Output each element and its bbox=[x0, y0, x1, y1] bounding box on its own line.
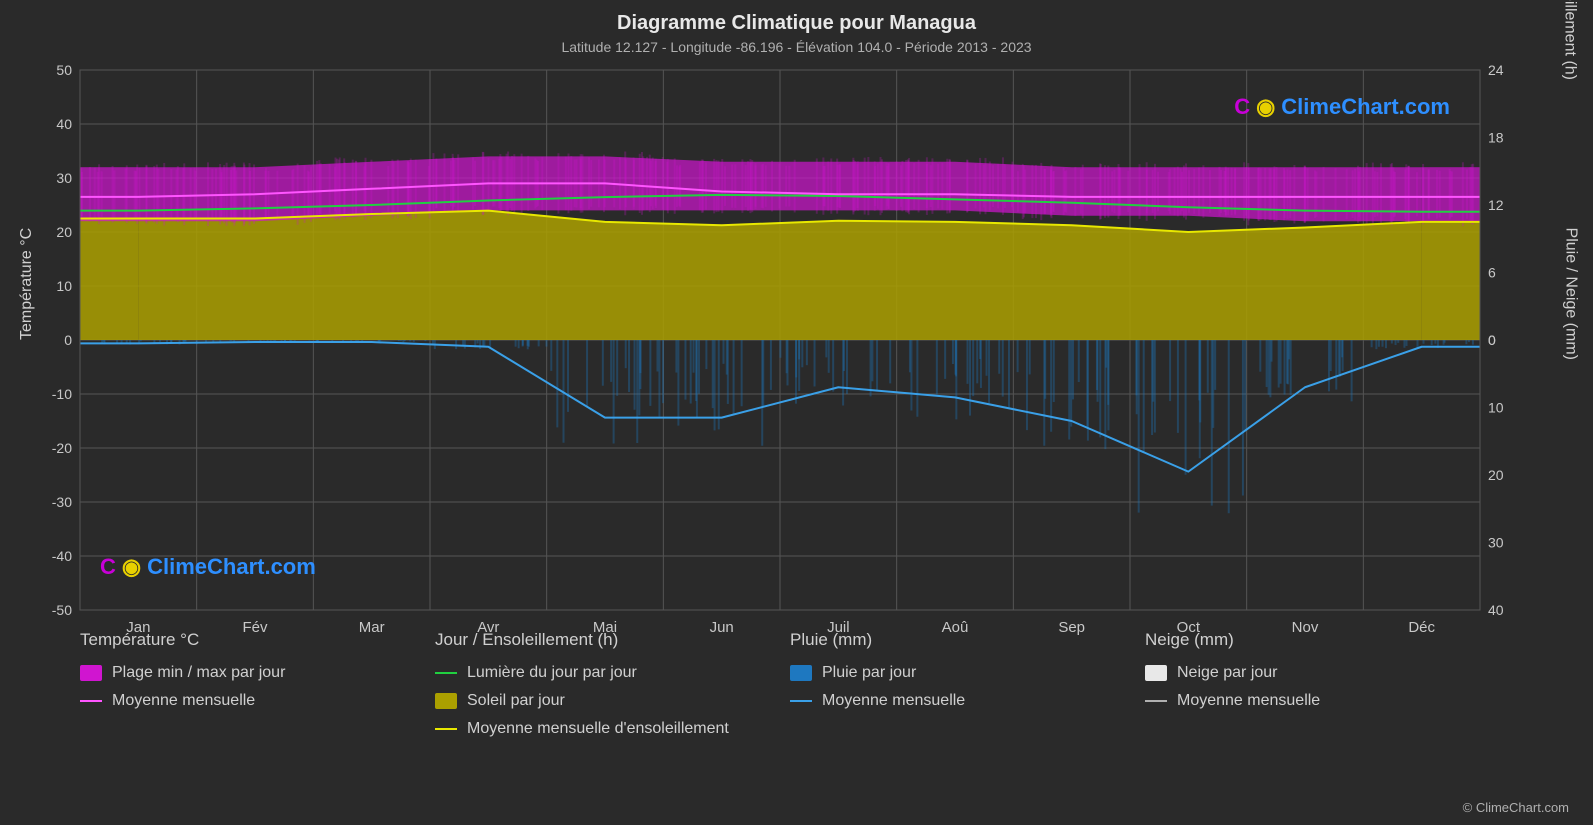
legend-label: Moyenne mensuelle bbox=[112, 692, 255, 710]
legend-item: Pluie par jour bbox=[790, 664, 1125, 682]
legend-col-temperature: Température °C Plage min / max par jour … bbox=[80, 630, 415, 738]
chart-title: Diagramme Climatique pour Managua bbox=[0, 0, 1593, 35]
legend-swatch bbox=[790, 665, 812, 681]
logo-sun-icon: ◉ bbox=[122, 554, 141, 580]
logo-text: ClimeChart.com bbox=[147, 554, 316, 580]
legend-label: Pluie par jour bbox=[822, 664, 916, 682]
svg-text:20: 20 bbox=[1488, 467, 1504, 483]
legend-swatch bbox=[435, 693, 457, 709]
logo-top-right: C◉ ClimeChart.com bbox=[1234, 94, 1450, 120]
svg-text:40: 40 bbox=[56, 116, 72, 132]
svg-text:-30: -30 bbox=[52, 494, 72, 510]
legend-label: Neige par jour bbox=[1177, 664, 1278, 682]
y-axis-right-bottom-title: Pluie / Neige (mm) bbox=[1561, 228, 1579, 360]
svg-text:40: 40 bbox=[1488, 602, 1504, 618]
svg-text:50: 50 bbox=[56, 62, 72, 78]
legend-header: Jour / Ensoleillement (h) bbox=[435, 630, 770, 650]
svg-text:10: 10 bbox=[1488, 400, 1504, 416]
svg-text:30: 30 bbox=[56, 170, 72, 186]
logo-sun-icon: ◉ bbox=[1256, 94, 1275, 120]
svg-text:0: 0 bbox=[64, 332, 72, 348]
legend-swatch bbox=[1145, 700, 1167, 702]
legend-item: Lumière du jour par jour bbox=[435, 664, 770, 682]
legend-swatch bbox=[790, 700, 812, 702]
svg-text:-20: -20 bbox=[52, 440, 72, 456]
plot-area: -50-40-30-20-100102030405006121824010203… bbox=[80, 70, 1480, 610]
legend-col-rain: Pluie (mm) Pluie par jour Moyenne mensue… bbox=[790, 630, 1125, 738]
svg-text:18: 18 bbox=[1488, 130, 1504, 146]
legend-label: Lumière du jour par jour bbox=[467, 664, 637, 682]
logo-c-icon: C bbox=[100, 554, 116, 580]
legend-col-daylight: Jour / Ensoleillement (h) Lumière du jou… bbox=[435, 630, 770, 738]
svg-text:10: 10 bbox=[56, 278, 72, 294]
y-axis-right-top-title: Jour / Ensoleillement (h) bbox=[1561, 0, 1579, 80]
svg-text:30: 30 bbox=[1488, 535, 1504, 551]
logo-c-icon: C bbox=[1234, 94, 1250, 120]
svg-text:-10: -10 bbox=[52, 386, 72, 402]
legend-label: Moyenne mensuelle bbox=[822, 692, 965, 710]
svg-text:6: 6 bbox=[1488, 265, 1496, 281]
svg-text:-50: -50 bbox=[52, 602, 72, 618]
legend-label: Plage min / max par jour bbox=[112, 664, 285, 682]
legend-swatch bbox=[80, 665, 102, 681]
legend-item: Moyenne mensuelle bbox=[80, 692, 415, 710]
legend-item: Soleil par jour bbox=[435, 692, 770, 710]
climate-chart-svg: -50-40-30-20-100102030405006121824010203… bbox=[80, 70, 1480, 610]
logo-bottom-left: C◉ ClimeChart.com bbox=[100, 554, 316, 580]
legend-swatch bbox=[435, 672, 457, 674]
legend: Température °C Plage min / max par jour … bbox=[80, 630, 1480, 738]
legend-swatch bbox=[1145, 665, 1167, 681]
legend-label: Moyenne mensuelle d'ensoleillement bbox=[467, 720, 729, 738]
legend-label: Moyenne mensuelle bbox=[1177, 692, 1320, 710]
legend-item: Moyenne mensuelle bbox=[790, 692, 1125, 710]
svg-text:0: 0 bbox=[1488, 332, 1496, 348]
svg-text:-40: -40 bbox=[52, 548, 72, 564]
legend-label: Soleil par jour bbox=[467, 692, 565, 710]
svg-text:20: 20 bbox=[56, 224, 72, 240]
legend-item: Plage min / max par jour bbox=[80, 664, 415, 682]
logo-text: ClimeChart.com bbox=[1281, 94, 1450, 120]
legend-swatch bbox=[435, 728, 457, 730]
copyright: © ClimeChart.com bbox=[1463, 800, 1569, 815]
y-axis-left-title: Température °C bbox=[18, 228, 36, 340]
legend-col-snow: Neige (mm) Neige par jour Moyenne mensue… bbox=[1145, 630, 1480, 738]
legend-item: Neige par jour bbox=[1145, 664, 1480, 682]
chart-subtitle: Latitude 12.127 - Longitude -86.196 - Él… bbox=[0, 35, 1593, 55]
legend-header: Pluie (mm) bbox=[790, 630, 1125, 650]
legend-header: Neige (mm) bbox=[1145, 630, 1480, 650]
legend-item: Moyenne mensuelle d'ensoleillement bbox=[435, 720, 770, 738]
svg-text:24: 24 bbox=[1488, 62, 1504, 78]
legend-item: Moyenne mensuelle bbox=[1145, 692, 1480, 710]
legend-header: Température °C bbox=[80, 630, 415, 650]
legend-swatch bbox=[80, 700, 102, 702]
svg-text:12: 12 bbox=[1488, 197, 1504, 213]
